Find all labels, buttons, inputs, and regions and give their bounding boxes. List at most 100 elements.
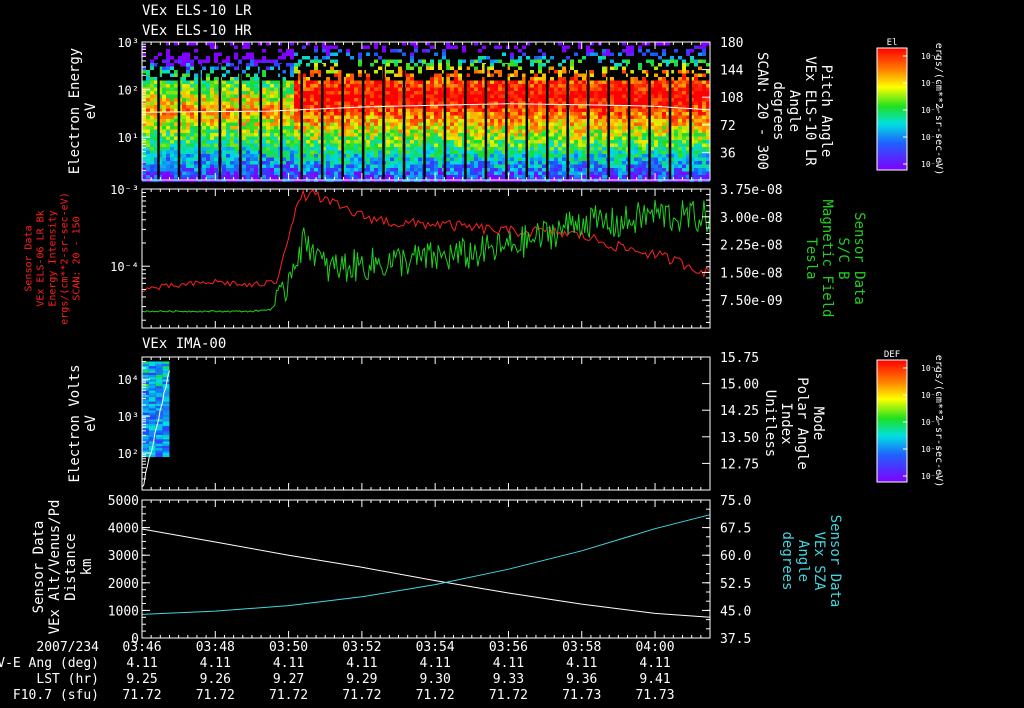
heat-cell bbox=[174, 143, 178, 147]
heat-cell bbox=[382, 59, 386, 63]
heat-cell bbox=[490, 157, 494, 161]
heat-cell bbox=[150, 84, 154, 88]
heat-cell bbox=[418, 168, 422, 172]
heat-cell bbox=[350, 94, 354, 98]
heat-cell bbox=[330, 98, 334, 102]
heat-cell bbox=[210, 171, 214, 175]
heat-cell bbox=[242, 147, 246, 151]
heat-cell bbox=[682, 154, 686, 158]
heat-cell bbox=[510, 91, 514, 95]
heat-cell bbox=[610, 164, 614, 168]
heat-cell bbox=[554, 84, 558, 88]
heat-cell bbox=[510, 129, 514, 133]
heat-cell bbox=[610, 157, 614, 161]
heat-cell bbox=[410, 126, 414, 130]
heat-cell bbox=[518, 161, 522, 165]
heat-cell bbox=[506, 87, 510, 91]
heat-cell bbox=[206, 73, 210, 77]
heat-cell bbox=[318, 84, 322, 88]
heat-cell bbox=[466, 168, 470, 172]
heat-cell bbox=[578, 59, 582, 63]
heat-cell bbox=[434, 91, 438, 95]
heat-cell bbox=[438, 101, 442, 105]
heat-cell bbox=[162, 98, 166, 102]
heat-cell bbox=[550, 154, 554, 158]
heat-cell bbox=[338, 164, 342, 168]
heat-cell bbox=[630, 77, 634, 81]
heat-cell bbox=[254, 157, 258, 161]
heat-cell bbox=[666, 98, 670, 102]
heat-cell bbox=[286, 133, 290, 137]
heat-cell bbox=[170, 154, 174, 158]
heat-cell bbox=[366, 161, 370, 165]
heat-cell bbox=[326, 175, 330, 179]
heat-cell bbox=[358, 87, 362, 91]
heat-cell bbox=[326, 140, 330, 144]
heat-cell bbox=[158, 94, 162, 98]
heat-cell bbox=[538, 133, 542, 137]
heat-cell bbox=[338, 168, 342, 172]
heat-cell bbox=[378, 150, 382, 154]
heat-cell bbox=[666, 122, 670, 126]
heat-cell bbox=[682, 108, 686, 112]
heat-cell bbox=[518, 112, 522, 116]
heat-cell bbox=[334, 164, 338, 168]
heat-cell bbox=[666, 126, 670, 130]
heat-cell bbox=[538, 175, 542, 179]
heat-cell bbox=[654, 154, 658, 158]
heat-cell bbox=[186, 59, 190, 63]
heat-cell bbox=[514, 168, 518, 172]
heat-cell bbox=[266, 112, 270, 116]
heat-cell bbox=[270, 101, 274, 105]
heat-cell bbox=[398, 168, 402, 172]
heat-cell bbox=[502, 126, 506, 130]
heat-cell bbox=[678, 157, 682, 161]
heat-cell bbox=[146, 91, 150, 95]
heat-cell bbox=[470, 87, 474, 91]
heat-cell bbox=[174, 108, 178, 112]
heat-cell bbox=[638, 171, 642, 175]
heat-cell bbox=[162, 147, 166, 151]
heat-cell bbox=[474, 140, 478, 144]
heat-cell bbox=[306, 140, 310, 144]
heat-cell bbox=[374, 70, 378, 74]
heat-cell bbox=[438, 171, 442, 175]
heat-cell bbox=[414, 63, 418, 67]
heat-cell bbox=[494, 59, 498, 63]
heat-cell bbox=[486, 112, 490, 116]
heat-cell bbox=[298, 150, 302, 154]
heat-cell bbox=[214, 154, 218, 158]
heat-cell bbox=[394, 59, 398, 63]
heat-cell bbox=[358, 164, 362, 168]
heat-cell bbox=[594, 122, 598, 126]
heat-cell bbox=[454, 122, 458, 126]
heat-cell bbox=[682, 157, 686, 161]
heat-cell bbox=[150, 77, 154, 81]
heat-cell bbox=[466, 115, 470, 119]
heat-cell bbox=[654, 98, 658, 102]
heat-cell bbox=[354, 84, 358, 88]
heat-cell bbox=[390, 91, 394, 95]
heat-cell bbox=[166, 42, 170, 46]
heat-cell bbox=[374, 126, 378, 130]
heat-cell bbox=[222, 91, 226, 95]
heat-cell bbox=[310, 122, 314, 126]
heat-cell bbox=[278, 133, 282, 137]
heat-cell bbox=[170, 164, 174, 168]
heat-cell bbox=[538, 140, 542, 144]
heat-cell bbox=[266, 87, 270, 91]
heat-cell bbox=[186, 112, 190, 116]
heat-cell bbox=[202, 175, 206, 179]
heat-cell bbox=[330, 80, 334, 84]
heat-cell bbox=[278, 73, 282, 77]
heat-cell bbox=[206, 129, 210, 133]
heat-cell bbox=[474, 115, 478, 119]
heat-cell bbox=[686, 84, 690, 88]
heat-cell bbox=[170, 91, 174, 95]
heat-cell bbox=[438, 115, 442, 119]
heat-cell bbox=[478, 133, 482, 137]
heat-cell bbox=[250, 77, 254, 81]
heat-cell bbox=[650, 63, 654, 67]
heat-cell bbox=[202, 150, 206, 154]
heat-cell bbox=[270, 122, 274, 126]
